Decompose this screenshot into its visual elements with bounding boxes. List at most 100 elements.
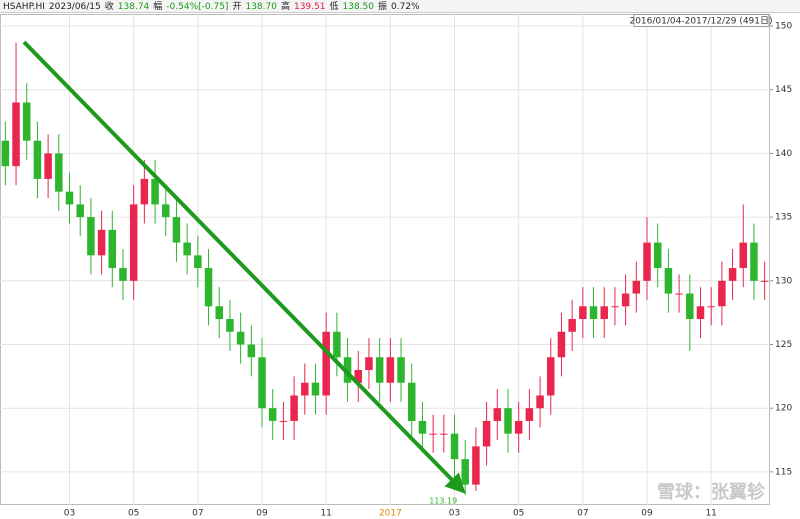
candle-body xyxy=(65,191,74,205)
candle-body xyxy=(301,382,309,396)
candle-body xyxy=(12,102,20,167)
candle-body xyxy=(418,420,427,434)
candles xyxy=(1,42,769,495)
candle-body xyxy=(226,319,234,332)
candle-body xyxy=(129,204,138,281)
candle-body xyxy=(664,268,673,294)
y-tick-label: 140 xyxy=(775,149,792,159)
candle-body xyxy=(397,357,405,383)
candle-body xyxy=(236,331,245,345)
quote-item: 振 xyxy=(378,0,387,12)
candle-body xyxy=(728,268,737,281)
candle-body xyxy=(632,280,641,294)
candle-body xyxy=(140,178,149,205)
candle-body xyxy=(568,319,576,332)
candle-body xyxy=(279,420,288,422)
x-tick-label: 09 xyxy=(256,509,268,519)
candle-body xyxy=(162,204,170,218)
candle-body xyxy=(204,268,213,307)
quote-item: HSAHP.HI xyxy=(3,2,45,12)
trend-arrow xyxy=(22,40,466,494)
candle-body xyxy=(386,357,395,383)
candle-body xyxy=(343,357,352,383)
candle-body xyxy=(707,306,715,308)
candle-body xyxy=(33,140,42,179)
candle-body xyxy=(686,293,694,320)
y-tick-label: 145 xyxy=(775,85,792,95)
candle-body xyxy=(557,331,566,358)
candle-body xyxy=(55,153,63,192)
candle-body xyxy=(258,357,266,409)
low-annotation: 113.19 xyxy=(429,496,457,505)
quote-item: 2023/06/15 xyxy=(49,2,101,12)
candle-body xyxy=(718,280,726,307)
candle-body xyxy=(547,357,555,396)
candle-body xyxy=(536,395,544,409)
x-tick-label: 07 xyxy=(192,509,203,519)
candle-body xyxy=(76,204,84,218)
x-tick-label: 09 xyxy=(641,509,653,519)
quote-item: 139.51 xyxy=(294,2,326,12)
y-tick-label: 115 xyxy=(775,467,792,477)
candle-body xyxy=(44,153,52,179)
x-tick-label: 05 xyxy=(128,509,139,519)
x-tick-label: 03 xyxy=(449,509,460,519)
candle-body xyxy=(493,408,502,421)
header-bar xyxy=(0,0,800,12)
candle-body xyxy=(696,306,705,320)
candle-body xyxy=(87,217,95,256)
candle-body xyxy=(375,357,384,383)
candle-body xyxy=(472,446,480,485)
candle-body xyxy=(290,395,298,421)
candle-body xyxy=(653,242,662,269)
candle-body xyxy=(621,293,630,307)
candle-body xyxy=(514,420,523,434)
candle-body xyxy=(760,280,769,282)
y-tick-label: 135 xyxy=(775,213,792,223)
x-tick-label: 2017 xyxy=(379,509,402,519)
candle-body xyxy=(643,242,651,281)
candle-body xyxy=(22,102,31,141)
y-tick-label: 130 xyxy=(775,276,792,286)
candle-body xyxy=(482,420,491,447)
candle-body xyxy=(183,242,191,256)
candle-body xyxy=(119,268,127,281)
candle-body xyxy=(247,344,256,358)
quote-item: 138.50 xyxy=(343,2,375,12)
quote-item: 低 xyxy=(329,0,338,12)
candle-body xyxy=(333,331,341,358)
candle-body xyxy=(1,140,10,167)
candle-body xyxy=(589,306,598,320)
y-tick-label: 150 xyxy=(775,22,792,32)
candle-body xyxy=(579,306,587,320)
candle-body xyxy=(322,331,330,396)
y-tick-label: 125 xyxy=(775,340,792,350)
candle-body xyxy=(504,408,512,434)
quote-item: 幅 xyxy=(153,0,162,12)
candle-body xyxy=(215,306,223,320)
candle-body xyxy=(365,357,373,370)
candle-body xyxy=(461,459,469,485)
candle-body xyxy=(194,255,202,269)
candle-body xyxy=(268,408,277,421)
candle-body xyxy=(525,408,534,421)
candle-body xyxy=(354,369,363,383)
quote-item: 0.72% xyxy=(391,2,420,12)
candle-body xyxy=(739,242,748,269)
quote-item: 开 xyxy=(232,1,241,12)
x-tick-label: 03 xyxy=(64,509,75,519)
candle-body xyxy=(611,306,619,308)
quote-item: 收 xyxy=(105,0,114,12)
x-tick-label: 11 xyxy=(705,509,716,519)
candle-body xyxy=(750,242,758,281)
quote-item: 138.70 xyxy=(245,2,277,12)
candle-body xyxy=(172,217,181,243)
candle-body xyxy=(600,306,608,320)
watermark: 雪球：张翼轸 xyxy=(657,481,766,503)
range-box xyxy=(633,14,770,27)
candle-body xyxy=(675,293,683,295)
x-tick-label: 07 xyxy=(577,509,588,519)
candle-body xyxy=(407,382,416,421)
candle-body xyxy=(108,229,117,269)
